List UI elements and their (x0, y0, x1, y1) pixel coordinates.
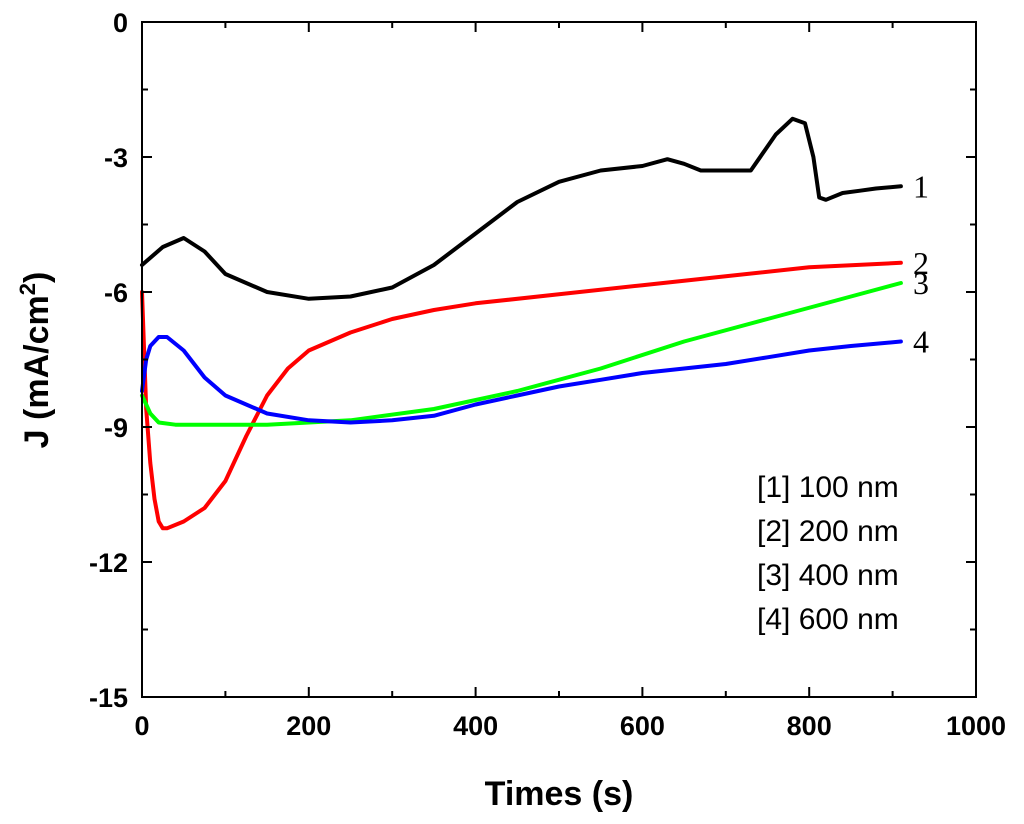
y-tick-label: 0 (113, 8, 128, 38)
series-3-label: 3 (913, 265, 929, 301)
y-tick-label: -6 (104, 278, 128, 308)
plot-frame (141, 21, 977, 698)
y-tick-label: -9 (104, 413, 128, 443)
x-tick-label: 200 (286, 711, 331, 741)
series-1-line (140, 116, 903, 301)
series-2-line (140, 260, 903, 531)
series-4-line (140, 335, 903, 425)
legend-entry-2: [2] 200 nm (757, 515, 899, 548)
x-axis-title: Times (s) (485, 775, 634, 813)
series-2-label: 2 (913, 245, 929, 281)
ticks-layer (141, 21, 977, 698)
series-3-line (140, 281, 903, 427)
x-tick-label: 0 (134, 711, 149, 741)
series-layer (140, 116, 903, 531)
legend-entry-4: [4] 600 nm (757, 603, 899, 636)
legend-entry-3: [3] 400 nm (757, 559, 899, 592)
labels-layer: 0 200 400 600 800 1000 0 -3 -6 -9 -12 -15 1 23 4 (89, 8, 1006, 741)
x-tick-label: 1000 (946, 711, 1006, 741)
y-tick-label: -3 (104, 143, 128, 173)
legend-entry-1: [1] 100 nm (757, 471, 899, 504)
y-axis-title-close: ) (18, 272, 56, 283)
y-axis-title: J (mA/cm2) (15, 272, 56, 449)
series-1-label: 1 (913, 168, 929, 204)
x-tick-label: 800 (787, 711, 832, 741)
y-axis-title-sup: 2 (15, 283, 40, 295)
legend: [1] 100 nm [2] 200 nm [3] 400 nm [4] 600… (757, 471, 899, 636)
y-tick-label: -12 (89, 548, 128, 578)
x-tick-label: 400 (453, 711, 498, 741)
y-axis-title-main: J (mA/cm (18, 295, 56, 448)
series-4-label: 4 (913, 324, 929, 360)
x-tick-label: 600 (620, 711, 665, 741)
y-tick-label: -15 (89, 683, 128, 713)
